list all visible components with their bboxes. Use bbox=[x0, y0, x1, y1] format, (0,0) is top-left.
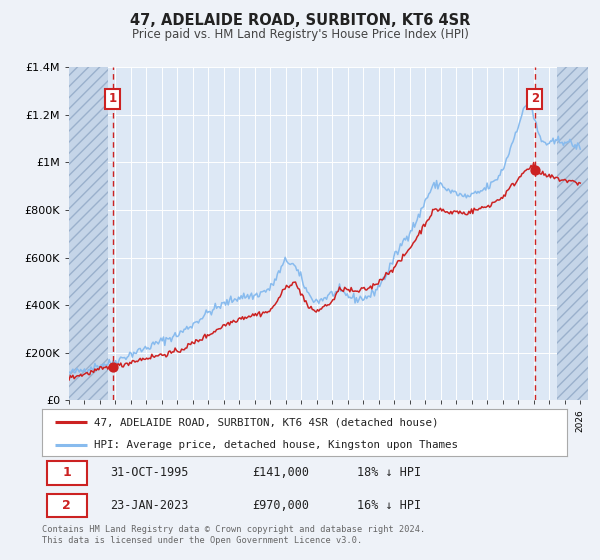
Text: £970,000: £970,000 bbox=[252, 499, 309, 512]
Bar bbox=[557, 67, 588, 400]
Text: 23-JAN-2023: 23-JAN-2023 bbox=[110, 499, 188, 512]
FancyBboxPatch shape bbox=[47, 494, 86, 517]
Text: 2: 2 bbox=[530, 92, 539, 105]
Text: HPI: Average price, detached house, Kingston upon Thames: HPI: Average price, detached house, King… bbox=[95, 440, 458, 450]
FancyBboxPatch shape bbox=[47, 461, 86, 484]
Text: 18% ↓ HPI: 18% ↓ HPI bbox=[357, 466, 421, 479]
Bar bbox=[69, 67, 108, 400]
Text: 16% ↓ HPI: 16% ↓ HPI bbox=[357, 499, 421, 512]
Text: £141,000: £141,000 bbox=[252, 466, 309, 479]
Text: 31-OCT-1995: 31-OCT-1995 bbox=[110, 466, 188, 479]
Text: 47, ADELAIDE ROAD, SURBITON, KT6 4SR (detached house): 47, ADELAIDE ROAD, SURBITON, KT6 4SR (de… bbox=[95, 417, 439, 427]
Text: Contains HM Land Registry data © Crown copyright and database right 2024.
This d: Contains HM Land Registry data © Crown c… bbox=[42, 525, 425, 545]
Text: Price paid vs. HM Land Registry's House Price Index (HPI): Price paid vs. HM Land Registry's House … bbox=[131, 28, 469, 41]
Point bbox=[108, 362, 118, 371]
Text: 2: 2 bbox=[62, 499, 71, 512]
Text: 1: 1 bbox=[62, 466, 71, 479]
Text: 1: 1 bbox=[109, 92, 117, 105]
Point bbox=[530, 165, 539, 174]
Text: 47, ADELAIDE ROAD, SURBITON, KT6 4SR: 47, ADELAIDE ROAD, SURBITON, KT6 4SR bbox=[130, 13, 470, 28]
